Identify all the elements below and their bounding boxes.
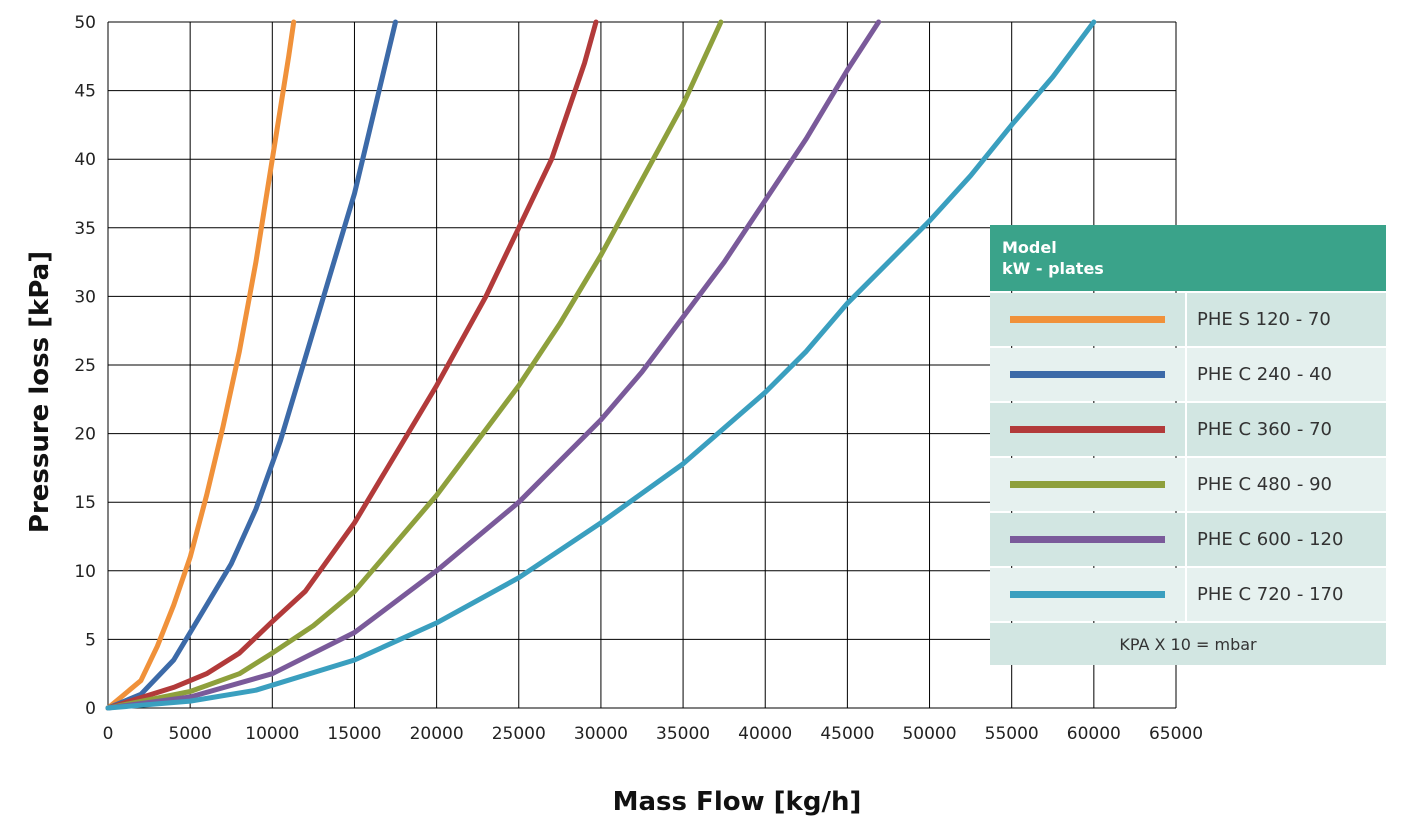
x-tick-label: 15000 bbox=[327, 724, 381, 744]
x-tick-label: 25000 bbox=[492, 724, 546, 744]
legend-swatch-cell bbox=[990, 458, 1185, 511]
legend-swatch bbox=[1010, 371, 1165, 378]
legend-swatch bbox=[1010, 536, 1165, 543]
legend-header-kw-plates: kW - plates bbox=[1002, 259, 1104, 278]
legend-swatch-cell bbox=[990, 403, 1185, 456]
x-tick-label: 50000 bbox=[902, 724, 956, 744]
legend-swatch bbox=[1010, 426, 1165, 433]
series-line-6 bbox=[105, 19, 1097, 711]
legend-swatch-cell bbox=[990, 568, 1185, 621]
y-tick-label: 5 bbox=[85, 630, 96, 650]
legend-label: PHE C 600 - 120 bbox=[1187, 513, 1386, 566]
legend-label: PHE C 360 - 70 bbox=[1187, 403, 1386, 456]
legend-rows: PHE S 120 - 70 PHE C 240 - 40 PHE C 360 - … bbox=[990, 293, 1386, 621]
y-tick-label: 40 bbox=[74, 150, 96, 170]
legend-row: PHE C 600 - 120 bbox=[990, 513, 1386, 566]
legend-header: Model kW - plates bbox=[990, 225, 1386, 291]
series-line-5 bbox=[105, 19, 882, 711]
legend-row: PHE C 480 - 90 bbox=[990, 458, 1386, 511]
legend-swatch-cell bbox=[990, 513, 1185, 566]
legend-table: Model kW - plates PHE S 120 - 70 PHE C 24… bbox=[990, 225, 1386, 665]
legend-swatch-cell bbox=[990, 348, 1185, 401]
y-axis-title: Pressure loss [kPa] bbox=[25, 251, 55, 533]
y-tick-label: 25 bbox=[74, 356, 96, 376]
x-tick-label: 65000 bbox=[1149, 724, 1203, 744]
x-tick-label: 0 bbox=[103, 724, 114, 744]
series-lines bbox=[105, 19, 1097, 711]
x-tick-label: 5000 bbox=[169, 724, 212, 744]
series-line-4 bbox=[105, 19, 724, 711]
series-line-2 bbox=[105, 19, 398, 711]
legend-row: PHE C 240 - 40 bbox=[990, 348, 1386, 401]
x-tick-label: 40000 bbox=[738, 724, 792, 744]
y-tick-label: 10 bbox=[74, 562, 96, 582]
legend-label: PHE C 480 - 90 bbox=[1187, 458, 1386, 511]
legend-swatch-cell bbox=[990, 293, 1185, 346]
y-tick-labels: 0 5 10 15 20 25 30 35 40 45 50 bbox=[74, 13, 96, 719]
legend-label: PHE S 120 - 70 bbox=[1187, 293, 1386, 346]
y-tick-label: 30 bbox=[74, 287, 96, 307]
x-tick-label: 35000 bbox=[656, 724, 710, 744]
x-axis-title: Mass Flow [kg/h] bbox=[613, 787, 862, 817]
legend-label: PHE C 720 - 170 bbox=[1187, 568, 1386, 621]
legend-swatch bbox=[1010, 591, 1165, 598]
x-tick-label: 30000 bbox=[574, 724, 628, 744]
legend-note: KPA X 10 = mbar bbox=[990, 623, 1386, 665]
y-tick-label: 20 bbox=[74, 425, 96, 445]
x-tick-label: 60000 bbox=[1067, 724, 1121, 744]
x-tick-label: 10000 bbox=[245, 724, 299, 744]
legend-label: PHE C 240 - 40 bbox=[1187, 348, 1386, 401]
x-tick-label: 55000 bbox=[985, 724, 1039, 744]
y-tick-label: 45 bbox=[74, 82, 96, 102]
y-tick-label: 35 bbox=[74, 219, 96, 239]
legend-row: PHE C 360 - 70 bbox=[990, 403, 1386, 456]
y-tick-label: 15 bbox=[74, 493, 96, 513]
legend-row: PHE C 720 - 170 bbox=[990, 568, 1386, 621]
x-tick-label: 45000 bbox=[820, 724, 874, 744]
x-tick-labels: 0 5000 10000 15000 20000 25000 30000 35000 40000… bbox=[103, 724, 1203, 744]
y-tick-label: 50 bbox=[74, 13, 96, 33]
y-tick-label: 0 bbox=[85, 699, 96, 719]
legend-row: PHE S 120 - 70 bbox=[990, 293, 1386, 346]
x-tick-label: 20000 bbox=[410, 724, 464, 744]
legend-swatch bbox=[1010, 316, 1165, 323]
series-line-3 bbox=[105, 19, 599, 711]
legend-header-model: Model bbox=[1002, 238, 1057, 257]
legend-swatch bbox=[1010, 481, 1165, 488]
series-line-1 bbox=[105, 19, 297, 711]
